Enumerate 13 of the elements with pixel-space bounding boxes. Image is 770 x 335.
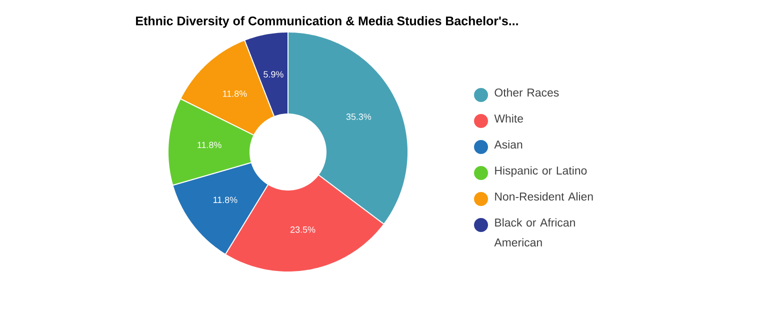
data-label: 23.5% <box>290 226 316 233</box>
data-label: 11.8% <box>198 142 222 148</box>
data-label: 11.8% <box>213 196 238 204</box>
chart-title: Ethnic Diversity of Communication & Media Studies Bachelor's... <box>136 16 518 28</box>
data-label: 35.3% <box>346 114 372 120</box>
legend-label: Hispanic or Latino <box>495 166 587 177</box>
legend-label: White <box>494 114 523 123</box>
legend-label: Asian <box>494 140 522 149</box>
legend-label: Other Races <box>494 88 559 97</box>
data-label: 11.8% <box>223 90 247 97</box>
legend-label: Non-Resident Alien <box>495 192 593 201</box>
legend-label: Black or African American <box>494 218 575 247</box>
data-label: 5.9% <box>264 71 284 78</box>
